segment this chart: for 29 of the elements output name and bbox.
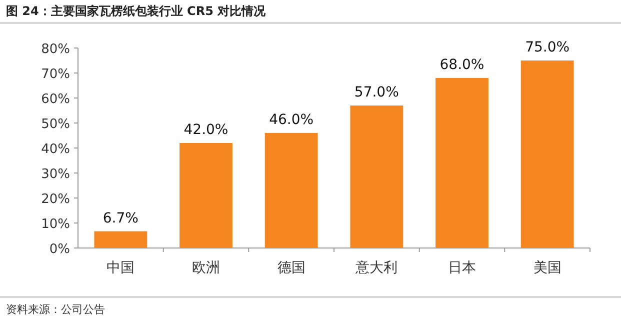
y-tick-label: 40%: [41, 142, 70, 157]
data-label: 68.0%: [440, 57, 484, 73]
y-tick-label: 80%: [41, 42, 70, 57]
bar: [436, 78, 488, 248]
bar: [180, 143, 232, 248]
y-tick-label: 70%: [41, 67, 70, 82]
x-tick-label: 欧洲: [192, 260, 220, 276]
x-tick-label: 意大利: [354, 260, 398, 276]
chart-title: 图 24：主要国家瓦楞纸包装行业 CR5 对比情况: [6, 4, 267, 18]
bar: [520, 60, 574, 248]
data-label: 42.0%: [184, 122, 228, 138]
y-tick-label: 20%: [41, 192, 70, 207]
text: 资料来源：公司公告: [6, 303, 105, 316]
y-tick-label: 50%: [41, 117, 70, 132]
y-tick-label: 30%: [41, 167, 70, 182]
bar: [94, 231, 148, 248]
bar: [264, 133, 318, 248]
x-tick-label: 日本: [448, 260, 476, 276]
data-label: 75.0%: [525, 40, 570, 56]
y-tick-label: 60%: [41, 92, 70, 107]
x-tick-label: 中国: [106, 260, 135, 276]
x-tick-label: 美国: [533, 260, 562, 276]
y-tick-label: 10%: [41, 217, 70, 232]
data-label: 6.7%: [102, 210, 138, 226]
bar: [350, 106, 404, 248]
data-label: 46.0%: [269, 112, 314, 128]
y-tick-label: 0%: [49, 242, 70, 257]
x-tick-label: 德国: [277, 260, 306, 276]
data-label: 57.0%: [354, 84, 399, 100]
